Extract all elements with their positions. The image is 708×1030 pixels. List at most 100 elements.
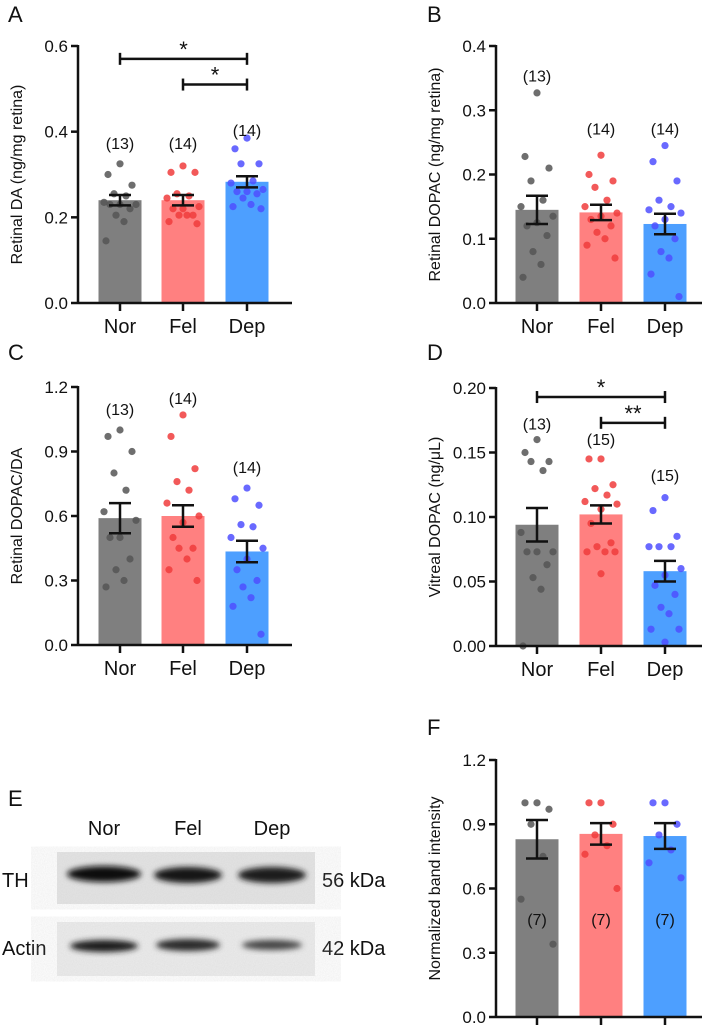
data-point: [593, 543, 601, 551]
y-tick-label: 0.2: [462, 166, 486, 185]
data-point: [259, 544, 267, 552]
data-point: [249, 177, 257, 185]
data-point: [231, 145, 239, 153]
data-point: [533, 548, 541, 556]
data-point: [613, 209, 621, 217]
y-tick-label: 0.9: [462, 815, 486, 834]
data-point: [609, 177, 617, 185]
x-tick-label: Dep: [647, 659, 684, 681]
data-point: [613, 884, 621, 893]
data-point: [243, 134, 251, 142]
data-point: [527, 820, 535, 828]
data-point: [167, 432, 175, 441]
error-bar: [109, 501, 131, 535]
panel-letter: D: [427, 340, 443, 365]
data-point: [529, 574, 537, 582]
data-point: [247, 594, 255, 602]
data-point: [611, 254, 619, 262]
data-point: [239, 583, 247, 591]
th-band: [238, 867, 306, 883]
y-tick-label: 1.2: [44, 378, 68, 397]
data-point: [259, 185, 267, 194]
data-point: [255, 501, 263, 509]
data-point: [247, 200, 255, 209]
data-point: [523, 548, 531, 556]
panel-c-chart: C Retinal DOPAC/DA (13) (14) (14) 0.0 0.3 0.6 0.…: [8, 340, 292, 680]
data-point: [102, 583, 110, 591]
data-point: [597, 799, 605, 807]
significance-bracket: [599, 416, 667, 429]
data-point: [179, 205, 187, 213]
y-tick-label: 0.0: [44, 294, 68, 313]
data-point: [609, 481, 617, 489]
y-tick-label: 1.2: [462, 751, 486, 770]
data-point: [601, 548, 609, 556]
y-tick-label: 0.15: [453, 444, 486, 463]
data-point: [677, 565, 685, 573]
data-point: [591, 485, 599, 493]
error-bar: [236, 174, 258, 189]
data-point: [583, 548, 591, 556]
panel-letter: A: [8, 2, 23, 27]
bar-dep: [643, 571, 687, 646]
x-tick-label: Nor: [521, 316, 554, 338]
data-point: [255, 160, 263, 168]
data-point: [163, 194, 171, 202]
data-point: [229, 203, 237, 211]
lane-label: Nor: [88, 818, 121, 840]
significance-label: *: [211, 63, 220, 88]
bar-dep: [225, 181, 269, 303]
error-bar: [654, 559, 676, 583]
x-tick-label: Fel: [587, 316, 615, 338]
y-tick-label: 0.0: [44, 636, 68, 655]
data-point: [243, 484, 251, 492]
lane-label: Dep: [254, 818, 291, 840]
data-point: [128, 181, 136, 189]
data-point: [607, 539, 615, 547]
panel-a-chart: A Retinal DA (ng/mg retina) (13) (14) (14) 0.…: [8, 2, 292, 338]
actin-band: [242, 940, 302, 950]
n-label: (7): [527, 912, 547, 929]
y-axis-label: Retinal DOPAC/DA: [9, 447, 26, 584]
data-point: [183, 211, 191, 219]
bar-dep: [643, 223, 687, 303]
data-point: [645, 859, 653, 867]
data-point: [102, 237, 110, 245]
data-point: [661, 494, 669, 502]
data-point: [183, 555, 191, 563]
data-point: [120, 576, 128, 585]
data-point: [675, 625, 683, 633]
data-point: [517, 528, 525, 537]
data-point: [533, 436, 541, 444]
blot-size-label: 42 kDa: [322, 938, 386, 960]
data-point: [585, 455, 593, 463]
data-point: [521, 152, 529, 161]
data-point: [597, 570, 605, 578]
data-point: [533, 799, 541, 807]
data-point: [185, 486, 193, 494]
data-point: [517, 895, 525, 903]
significance-label: **: [624, 401, 642, 426]
x-tick-label: Nor: [104, 658, 137, 680]
data-point: [533, 89, 541, 97]
data-point: [249, 523, 257, 531]
y-tick-label: 0.3: [44, 572, 68, 591]
data-point: [611, 548, 619, 556]
data-point: [665, 610, 673, 618]
x-tick-label: Dep: [229, 658, 266, 680]
data-point: [521, 799, 529, 807]
x-tick-label: Fel: [587, 659, 615, 681]
actin-band: [70, 940, 138, 952]
data-point: [257, 630, 265, 638]
data-point: [581, 850, 589, 858]
data-point: [665, 254, 673, 262]
bar-nor: [515, 839, 559, 1017]
lane-label: Fel: [174, 818, 202, 840]
data-point: [519, 273, 527, 281]
data-point: [233, 188, 241, 196]
data-point: [239, 194, 247, 202]
data-point: [583, 241, 591, 249]
data-point: [517, 203, 525, 211]
